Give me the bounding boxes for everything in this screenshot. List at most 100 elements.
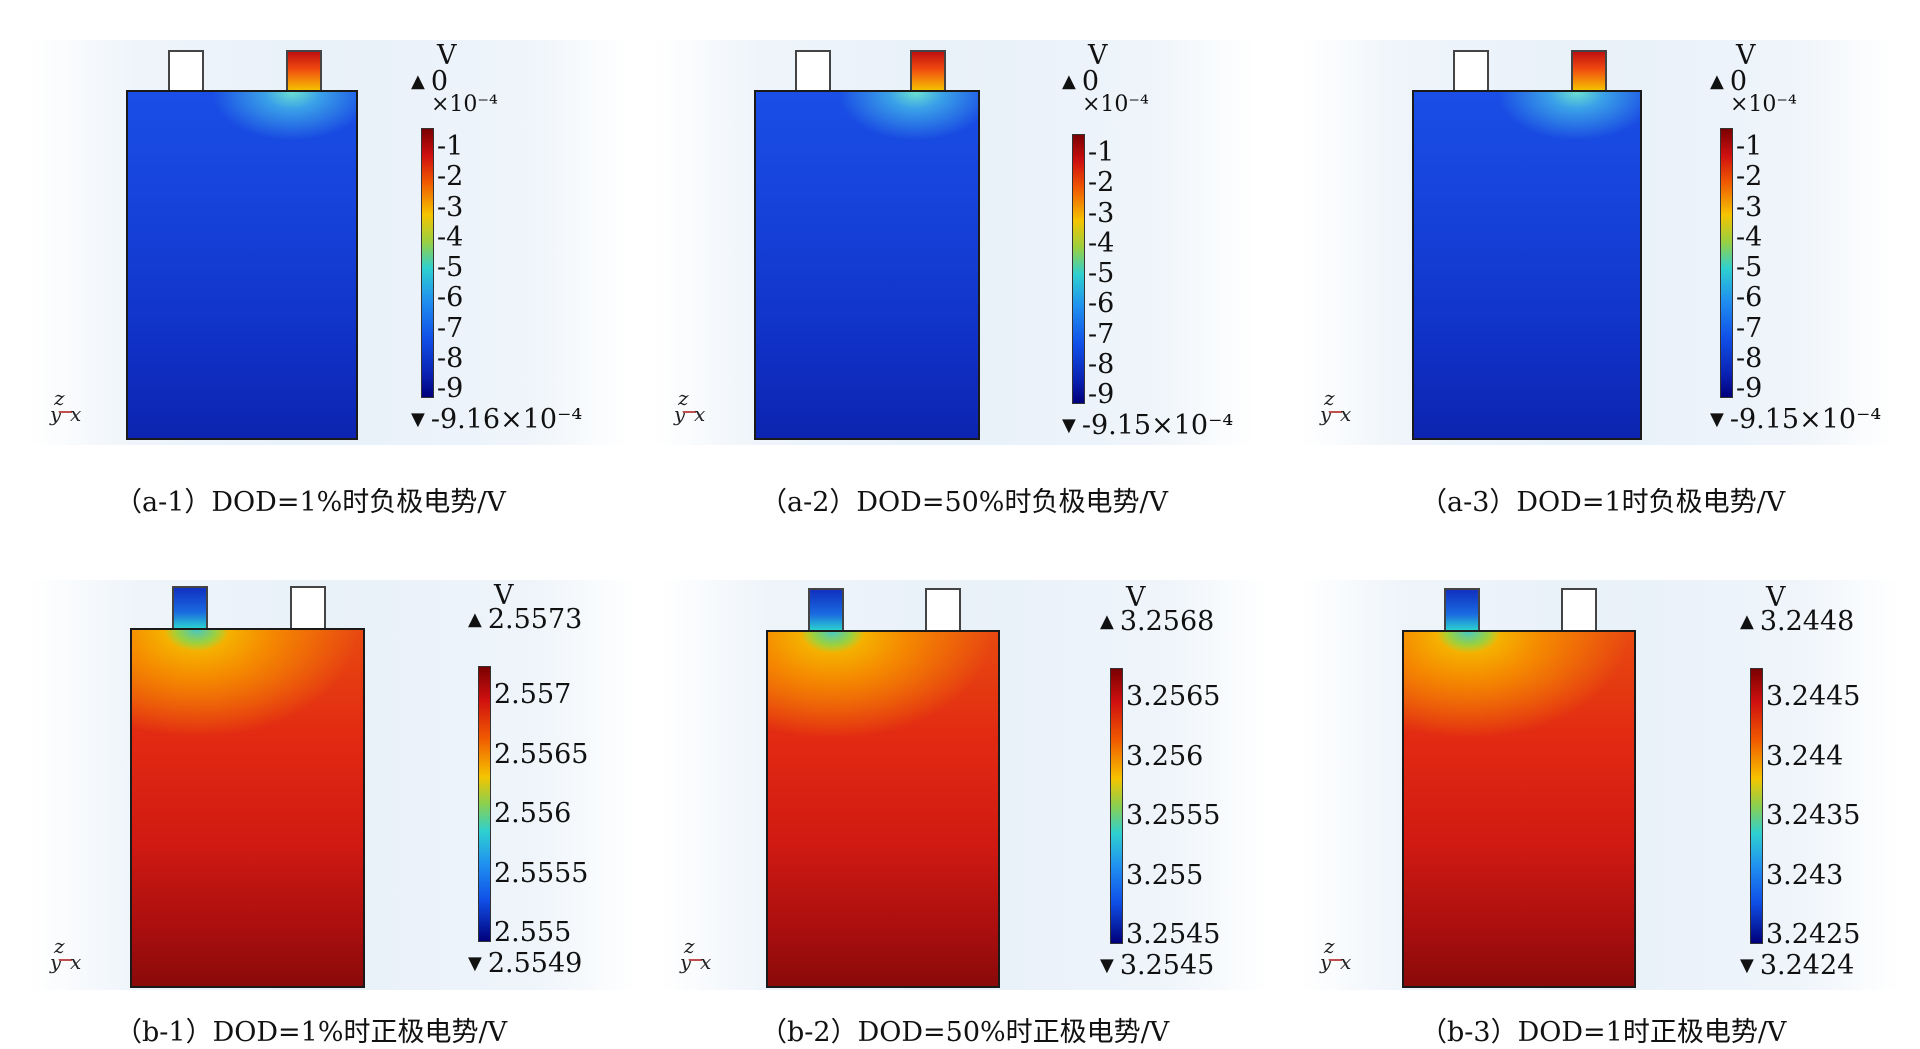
colorbar-tick-label: -5 <box>437 252 464 283</box>
colorbar-tick-label: -5 <box>1736 252 1763 283</box>
axis-y-label: y <box>1320 950 1332 974</box>
colorbar-tick-label: -4 <box>1088 227 1115 259</box>
axis-z-label: z <box>684 934 695 958</box>
panel-caption: （a-2）DOD=50%时负极电势/V <box>760 487 1169 518</box>
down-triangle-icon: ▼ <box>1100 955 1114 976</box>
axis-x-label: x <box>70 402 82 426</box>
colorbar-max: ▲ 3.2448 <box>1740 608 1854 635</box>
tab-right <box>925 588 961 632</box>
colorbar-min: ▼ 2.5549 <box>468 950 582 977</box>
colorbar-min: ▼ 3.2424 <box>1740 952 1854 979</box>
axis-x-line <box>683 411 696 413</box>
colorbar-tick-label: -1 <box>1736 131 1763 162</box>
axis-x-line <box>59 411 72 413</box>
up-triangle-icon: ▲ <box>411 71 425 92</box>
axis-x-label: x <box>1340 950 1352 974</box>
colorbar-unit: V <box>1766 582 1786 613</box>
colorbar-tick-label: -4 <box>1736 221 1763 253</box>
colorbar-tick-label: 2.5565 <box>494 738 589 770</box>
tab-left <box>808 588 844 632</box>
colorbar-max: ▲ 0 <box>1062 68 1099 95</box>
colorbar-max: ▲ 3.2568 <box>1100 608 1214 635</box>
colorbar-min: ▼ -9.16×10⁻⁴ <box>411 406 582 433</box>
panel-caption: （a-1）DOD=1%时负极电势/V <box>115 487 506 518</box>
axis-x-label: x <box>1340 402 1352 426</box>
colorbar <box>1110 668 1123 944</box>
tab-left <box>1453 50 1489 92</box>
axis-x-line <box>59 959 72 961</box>
tab-right <box>290 586 326 630</box>
axis-x-label: x <box>694 402 706 426</box>
colorbar-unit: V <box>494 580 514 611</box>
colorbar-max: ▲ 0 <box>1710 68 1747 95</box>
battery-body <box>126 90 358 440</box>
axis-x-label: x <box>70 950 82 974</box>
axis-y-label: y <box>50 402 62 426</box>
colorbar-tick-label: 3.2555 <box>1126 800 1221 831</box>
colorbar-tick-label: -4 <box>437 221 464 253</box>
battery-body <box>1412 90 1642 440</box>
colorbar-tick-label: -3 <box>1088 197 1115 229</box>
panel-caption: （b-1）DOD=1%时正极电势/V <box>115 1017 508 1048</box>
colorbar-tick-label: -9 <box>1736 373 1763 404</box>
down-triangle-icon: ▼ <box>1740 955 1754 976</box>
colorbar-tick-label: 3.2425 <box>1766 919 1861 950</box>
colorbar-tick-label: 3.244 <box>1766 740 1844 772</box>
axis-y-label: y <box>50 950 62 974</box>
colorbar-tick-label: 2.557 <box>494 679 572 710</box>
colorbar-tick-label: -2 <box>1736 161 1763 193</box>
panel-caption: （b-3）DOD=1时正极电势/V <box>1420 1017 1787 1048</box>
colorbar-tick-label: -9 <box>1088 379 1115 410</box>
battery-body <box>766 630 1000 988</box>
up-triangle-icon: ▲ <box>1100 611 1114 632</box>
up-triangle-icon: ▲ <box>1062 71 1076 92</box>
axis-y-label: y <box>674 402 686 426</box>
colorbar-tick-label: -2 <box>437 161 464 193</box>
up-triangle-icon: ▲ <box>1740 611 1754 632</box>
colorbar-max-value: 0 <box>1729 66 1748 97</box>
tab-left <box>1444 588 1480 632</box>
colorbar-scale: ×10⁻⁴ <box>1082 92 1149 117</box>
colorbar-min: ▼ -9.15×10⁻⁴ <box>1062 412 1233 439</box>
colorbar-max-value: 3.2448 <box>1759 606 1855 637</box>
axis-x-line <box>689 959 702 961</box>
up-triangle-icon: ▲ <box>468 609 482 630</box>
down-triangle-icon: ▼ <box>411 409 425 430</box>
colorbar <box>421 128 434 398</box>
axis-z-label: z <box>54 386 65 410</box>
colorbar-min-value: 3.2424 <box>1759 950 1855 981</box>
axis-z-label: z <box>1324 934 1335 958</box>
colorbar-min-value: -9.15×10⁻⁴ <box>1081 410 1234 441</box>
colorbar-tick-label: 2.5555 <box>494 857 589 889</box>
colorbar-tick-label: -1 <box>437 131 464 162</box>
colorbar-tick-label: -7 <box>1736 312 1763 344</box>
colorbar-tick-label: -6 <box>437 282 464 314</box>
axis-z-label: z <box>1324 386 1335 410</box>
tab-right <box>286 50 322 92</box>
colorbar-max-value: 0 <box>1081 66 1100 97</box>
colorbar-unit: V <box>437 40 457 71</box>
colorbar-min-value: 3.2545 <box>1119 950 1215 981</box>
colorbar-scale: ×10⁻⁴ <box>431 92 498 117</box>
colorbar-min: ▼ -9.15×10⁻⁴ <box>1710 406 1881 433</box>
colorbar-max-value: 3.2568 <box>1119 606 1215 637</box>
battery-body <box>754 90 980 440</box>
colorbar-tick-label: -3 <box>437 191 464 223</box>
tab-left <box>168 50 204 92</box>
colorbar <box>1720 128 1733 398</box>
axis-x-label: x <box>700 950 712 974</box>
up-triangle-icon: ▲ <box>1710 71 1724 92</box>
colorbar-tick-label: -1 <box>1088 137 1115 168</box>
colorbar-tick-label: -2 <box>1088 167 1115 199</box>
down-triangle-icon: ▼ <box>1710 409 1724 430</box>
axis-x-line <box>1329 959 1342 961</box>
down-triangle-icon: ▼ <box>1062 415 1076 436</box>
panel-caption: （b-2）DOD=50%时正极电势/V <box>760 1017 1170 1048</box>
tab-left <box>795 50 831 92</box>
colorbar-tick-label: 3.2545 <box>1126 919 1221 950</box>
colorbar-tick-label: 3.256 <box>1126 740 1204 772</box>
